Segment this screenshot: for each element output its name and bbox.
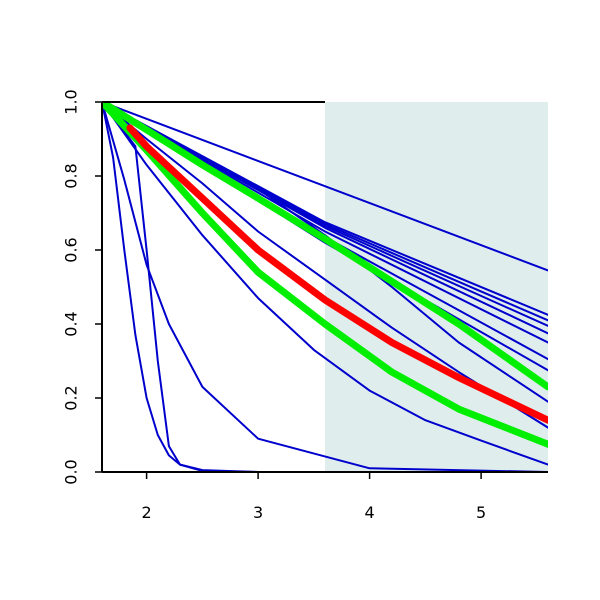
series-line-10 bbox=[102, 102, 548, 429]
y-tick-label: 1.0 bbox=[62, 89, 81, 114]
series-line-1 bbox=[102, 102, 548, 272]
x-tick-label: 4 bbox=[365, 503, 375, 522]
series-line-5 bbox=[102, 102, 548, 335]
x-tick-label: 5 bbox=[476, 503, 486, 522]
plot-area: 2 3 4 5 0.0 0.2 0.4 0.6 0.8 1.0 bbox=[62, 89, 548, 522]
y-tick-label: 0.4 bbox=[62, 311, 81, 336]
series-line-16 bbox=[102, 102, 548, 448]
x-tick-label: 2 bbox=[142, 503, 152, 522]
x-tick-label: 3 bbox=[253, 503, 263, 522]
y-tick-label: 0.0 bbox=[62, 459, 81, 484]
series-line-15 bbox=[102, 102, 548, 391]
series-line-12 bbox=[102, 102, 548, 472]
series-group bbox=[102, 102, 548, 472]
y-tick-label: 0.8 bbox=[62, 163, 81, 188]
y-tick-label: 0.2 bbox=[62, 385, 81, 410]
series-line-17 bbox=[126, 124, 548, 424]
series-line-11 bbox=[102, 102, 548, 466]
y-tick-label: 0.6 bbox=[62, 237, 81, 262]
